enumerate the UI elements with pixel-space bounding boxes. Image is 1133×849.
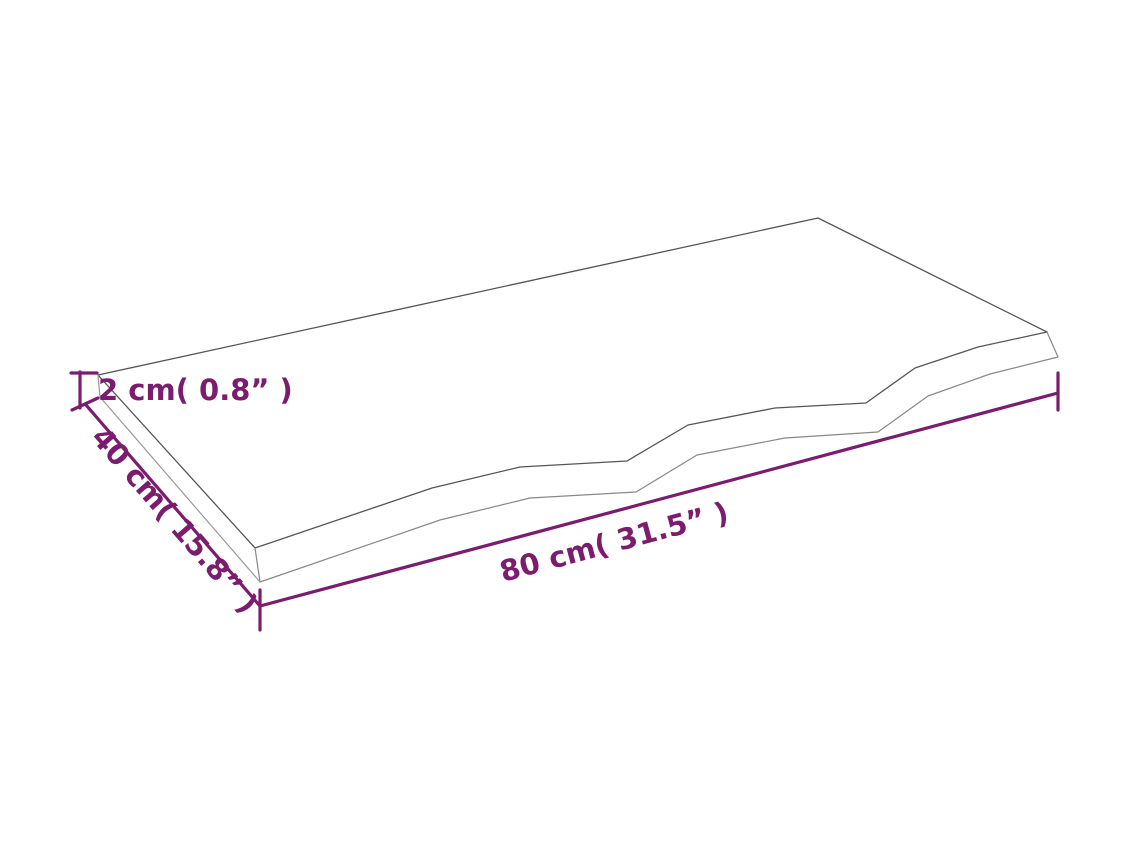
length-label: 80 cm( 31.5” ) xyxy=(496,495,732,589)
height-label: 2 cm( 0.8” ) xyxy=(98,373,293,407)
depth-tick xyxy=(70,396,100,412)
dimension-lines xyxy=(69,370,1060,632)
board-side-edge xyxy=(97,374,261,583)
board-outline xyxy=(97,217,1059,583)
depth-label: 40 cm( 15.8” ) xyxy=(85,420,265,620)
length-dimension-line xyxy=(258,391,1060,608)
depth-dimension-line xyxy=(84,403,262,608)
board-front-edge xyxy=(254,331,1059,583)
